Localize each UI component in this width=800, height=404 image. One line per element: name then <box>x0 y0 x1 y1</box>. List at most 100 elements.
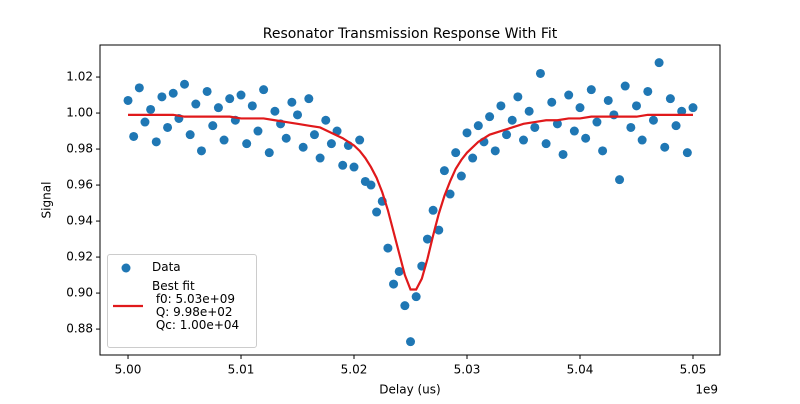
data-point <box>660 142 670 152</box>
legend: Data Best fit f0: 5.03e+09 Q: 9.98e+02 Qc… <box>107 254 257 348</box>
data-point <box>541 139 551 149</box>
data-point <box>552 119 562 129</box>
data-point <box>146 104 156 114</box>
data-point <box>485 112 495 122</box>
data-point <box>688 103 698 113</box>
data-point <box>326 139 336 149</box>
data-point <box>253 126 263 136</box>
y-tick-label: 0.92 <box>66 250 93 264</box>
data-point <box>151 137 161 147</box>
data-point <box>140 117 150 127</box>
data-point <box>394 266 404 276</box>
data-point <box>626 122 636 132</box>
plot-frame <box>99 44 721 356</box>
data-point <box>439 166 449 176</box>
data-point <box>383 243 393 253</box>
x-axis-label: Delay (us) <box>379 383 440 397</box>
data-point <box>281 133 291 143</box>
data-point <box>569 126 579 136</box>
data-point <box>648 115 658 125</box>
data-point <box>191 99 201 109</box>
data-point <box>355 135 365 145</box>
chart-title: Resonator Transmission Response With Fit <box>263 26 558 42</box>
data-point <box>637 135 647 145</box>
data-point <box>643 86 653 96</box>
x-offset-label: 1e9 <box>695 383 718 397</box>
data-point <box>519 135 529 145</box>
data-point <box>270 106 280 116</box>
data-point <box>462 128 472 138</box>
legend-key <box>121 263 131 272</box>
x-tick-label: 5.02 <box>341 363 368 377</box>
data-point <box>422 234 432 244</box>
data-point <box>665 94 675 104</box>
legend-key <box>113 304 143 308</box>
data-point <box>157 92 167 102</box>
data-point <box>202 86 212 96</box>
data-point <box>411 292 421 302</box>
data-point <box>213 103 223 113</box>
y-tick-label: 0.88 <box>66 322 93 336</box>
legend-marker <box>121 263 131 272</box>
data-point <box>615 175 625 185</box>
data-point <box>349 162 359 172</box>
data-point <box>129 131 139 141</box>
data-point <box>513 92 523 102</box>
data-point <box>535 68 545 78</box>
x-tick-label: 5.05 <box>680 363 707 377</box>
data-point <box>456 171 466 181</box>
x-tick-label: 5.00 <box>115 363 142 377</box>
data-point <box>592 117 602 127</box>
data-point <box>372 207 382 217</box>
y-tick-label: 0.94 <box>66 214 93 228</box>
legend-label: Best fit f0: 5.03e+09 Q: 9.98e+02 Qc: 1.… <box>152 279 240 332</box>
data-point <box>490 146 500 156</box>
fit-line <box>128 113 693 291</box>
data-point <box>468 153 478 163</box>
legend-label: Data <box>152 260 181 274</box>
data-point <box>603 95 613 105</box>
data-point <box>400 301 410 311</box>
data-point <box>598 146 608 156</box>
data-point <box>264 148 274 158</box>
data-point <box>293 110 303 120</box>
data-point <box>259 85 269 95</box>
y-tick-label: 1.00 <box>66 106 93 120</box>
data-point <box>134 83 144 93</box>
x-tick-label: 5.03 <box>454 363 481 377</box>
data-point <box>225 94 235 104</box>
x-tick-label: 5.01 <box>228 363 255 377</box>
y-tick-label: 0.96 <box>66 178 93 192</box>
data-point <box>609 110 619 120</box>
data-point <box>247 101 257 111</box>
data-point <box>677 106 687 116</box>
data-point <box>298 142 308 152</box>
data-point <box>168 88 178 98</box>
data-point <box>163 122 173 132</box>
y-tick-label: 0.98 <box>66 142 93 156</box>
data-point <box>315 153 325 163</box>
data-point <box>581 133 591 143</box>
data-point <box>185 130 195 140</box>
data-point <box>304 94 314 104</box>
data-point <box>451 148 461 158</box>
data-point <box>524 106 534 116</box>
data-point <box>473 121 483 131</box>
data-point <box>631 101 641 111</box>
x-tick-label: 5.04 <box>567 363 594 377</box>
y-tick-label: 0.90 <box>66 286 93 300</box>
data-point <box>428 205 438 215</box>
data-point <box>389 279 399 289</box>
data-point <box>338 160 348 170</box>
data-point <box>445 189 455 199</box>
data-point <box>547 97 557 107</box>
data-point <box>530 122 540 132</box>
data-point <box>620 81 630 91</box>
data-point <box>654 58 664 68</box>
data-point <box>123 95 133 105</box>
data-point <box>208 121 218 131</box>
y-axis-label: Signal <box>40 182 54 219</box>
data-point <box>287 97 297 107</box>
